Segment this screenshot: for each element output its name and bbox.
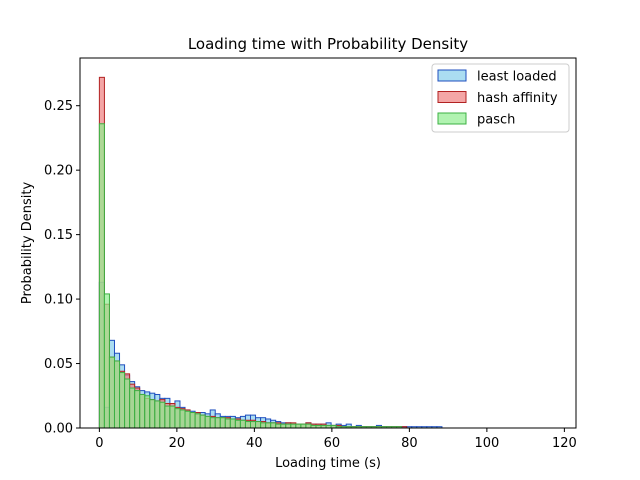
histogram-bar [199, 414, 206, 428]
x-tick-label: 40 [246, 436, 263, 451]
histogram-bar [214, 417, 221, 428]
y-axis: 0.00 0.05 0.10 0.15 0.20 0.25 [44, 99, 80, 437]
histogram-bar [149, 399, 156, 428]
legend-label: least loaded [477, 70, 557, 85]
legend-label: hash affinity [477, 91, 558, 106]
legend-swatch [437, 91, 467, 103]
histogram-bar [164, 405, 171, 428]
y-tick-label: 0.15 [44, 228, 73, 243]
histogram-bar [134, 390, 141, 428]
histogram-bar [194, 413, 201, 428]
histogram-bar [169, 405, 176, 428]
histogram-bar [119, 372, 126, 428]
x-tick-label: 0 [95, 436, 103, 451]
y-tick-label: 0.05 [44, 357, 73, 372]
histogram-bar [184, 410, 191, 428]
histogram-bar [270, 422, 277, 428]
legend-label: pasch [477, 113, 515, 128]
histogram-bar [129, 387, 136, 428]
x-tick-label: 80 [401, 436, 418, 451]
histogram-bar [124, 378, 131, 428]
y-tick-label: 0.20 [44, 164, 73, 179]
histogram-bar [305, 423, 312, 428]
histogram-bar [280, 423, 287, 428]
x-tick-label: 60 [324, 436, 341, 451]
histogram-bar [204, 415, 211, 428]
y-tick-label: 0.00 [44, 422, 73, 437]
histogram-bar [244, 421, 252, 428]
histogram-bar [154, 400, 161, 428]
series-pasch [98, 123, 403, 428]
y-axis-label: Probability Density [20, 182, 35, 305]
histogram-bar [345, 423, 352, 428]
histogram-bar [265, 422, 272, 428]
histogram-bar [260, 422, 267, 428]
x-axis: 0 20 40 60 80 100 120 [95, 428, 577, 451]
legend-swatch [437, 112, 467, 125]
x-tick-label: 100 [474, 436, 499, 451]
y-tick-label: 0.10 [44, 293, 73, 308]
legend-swatch [437, 69, 467, 82]
histogram-bar [108, 356, 115, 428]
histogram-bar [98, 123, 105, 428]
histogram-bar [219, 417, 226, 428]
histogram-bar [209, 417, 216, 428]
x-axis-label: Loading time (s) [275, 456, 381, 471]
plot-frame [79, 57, 577, 429]
histogram-bar [234, 419, 241, 428]
histogram-bar [139, 393, 146, 428]
y-tick-label: 0.25 [44, 99, 73, 114]
histogram-bar [290, 423, 297, 428]
histogram-bar [285, 423, 292, 428]
legend: least loaded hash affinity pasch [431, 63, 570, 133]
histogram-bar [300, 423, 307, 428]
histogram-bar [174, 408, 181, 428]
histogram-bar [275, 423, 282, 428]
histogram-bar [250, 421, 257, 428]
histogram-bar [159, 401, 166, 428]
histogram-bar [144, 395, 151, 428]
histogram-bar [179, 409, 186, 428]
histogram-bar [103, 293, 110, 428]
histogram-bar [224, 418, 231, 428]
histogram-bar [113, 360, 121, 428]
x-tick-label: 20 [169, 436, 186, 451]
histogram-bar [295, 423, 302, 428]
histogram-bars [98, 76, 443, 428]
histogram-bar [229, 418, 236, 428]
histogram-bar [189, 412, 196, 428]
histogram-bar [239, 419, 246, 428]
histogram-bar [255, 421, 262, 428]
x-tick-label: 120 [552, 436, 577, 451]
chart-title: Loading time with Probability Density [188, 35, 468, 53]
